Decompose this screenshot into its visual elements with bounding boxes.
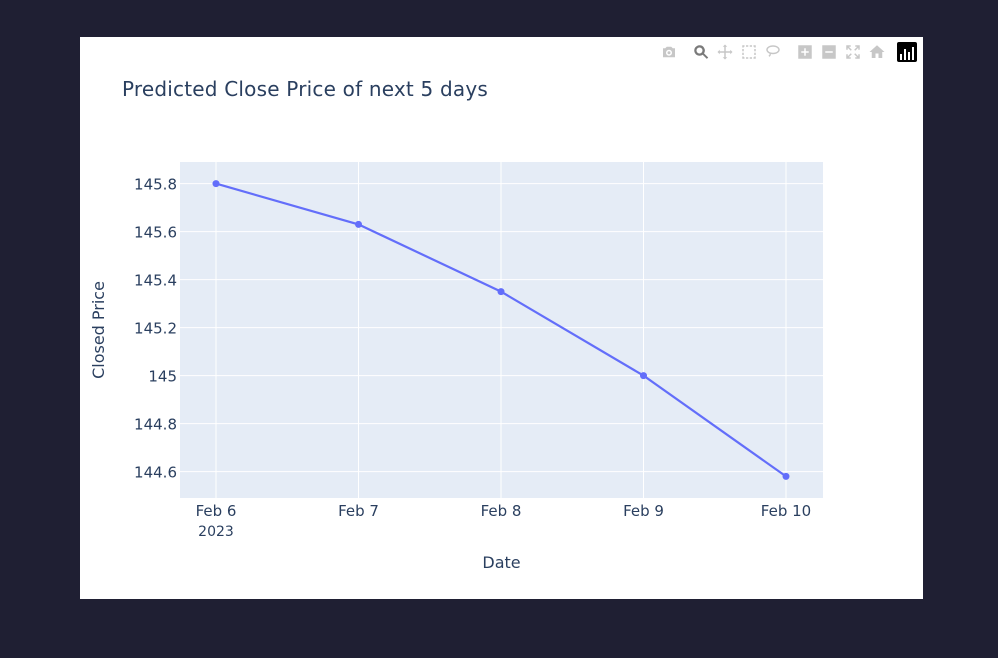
data-point[interactable] (640, 372, 647, 380)
autoscale-icon (846, 45, 860, 59)
zoom-out-button[interactable] (817, 41, 841, 63)
data-point[interactable] (497, 288, 505, 296)
x-axis-title: Date (482, 553, 520, 572)
y-tick-label: 145.2 (134, 320, 177, 338)
gridlines (180, 162, 823, 498)
x-tick-year-label: 2023 (198, 524, 234, 540)
modebar (657, 41, 917, 63)
x-tick-label: Feb 8 (481, 502, 522, 520)
y-tick-label: 145.4 (134, 272, 177, 290)
camera-icon (663, 46, 675, 58)
x-tick-label: Feb 6 (196, 502, 237, 520)
y-axis-title: Closed Price (89, 281, 108, 379)
x-tick-label: Feb 9 (623, 502, 664, 520)
y-tick-label: 145.6 (134, 224, 177, 242)
zoom-out-icon (822, 45, 836, 59)
zoom-button[interactable] (689, 41, 713, 63)
y-tick-label: 145 (148, 368, 177, 386)
chart-title: Predicted Close Price of next 5 days (122, 77, 489, 101)
y-tick-label: 145.8 (134, 176, 177, 194)
zoom-in-icon (798, 45, 812, 59)
reset-axes-button[interactable] (865, 41, 889, 63)
chart-card: Predicted Close Price of next 5 days 144… (80, 37, 923, 599)
pan-icon (717, 44, 733, 60)
home-icon (869, 45, 885, 58)
x-tick-label: Feb 7 (338, 502, 379, 520)
data-series (212, 180, 790, 480)
y-tick-label: 144.6 (134, 464, 177, 482)
data-point[interactable] (212, 180, 220, 188)
autoscale-button[interactable] (841, 41, 865, 63)
y-axis-ticks: 144.6 144.8 145 145.2 145.4 145.6 145.8 (134, 176, 177, 482)
pan-button[interactable] (713, 41, 737, 63)
x-tick-label: Feb 10 (761, 502, 811, 520)
y-tick-label: 144.8 (134, 416, 177, 434)
zoom-in-button[interactable] (793, 41, 817, 63)
data-point[interactable] (782, 472, 790, 480)
plotly-logo-icon[interactable] (897, 42, 917, 62)
zoom-icon (694, 45, 709, 59)
box-select-icon (742, 45, 756, 59)
download-plot-button[interactable] (657, 41, 681, 63)
data-point[interactable] (355, 220, 362, 228)
x-axis-ticks: Feb 6 Feb 7 Feb 8 Feb 9 Feb 10 2023 (196, 502, 812, 540)
box-select-button[interactable] (737, 41, 761, 63)
